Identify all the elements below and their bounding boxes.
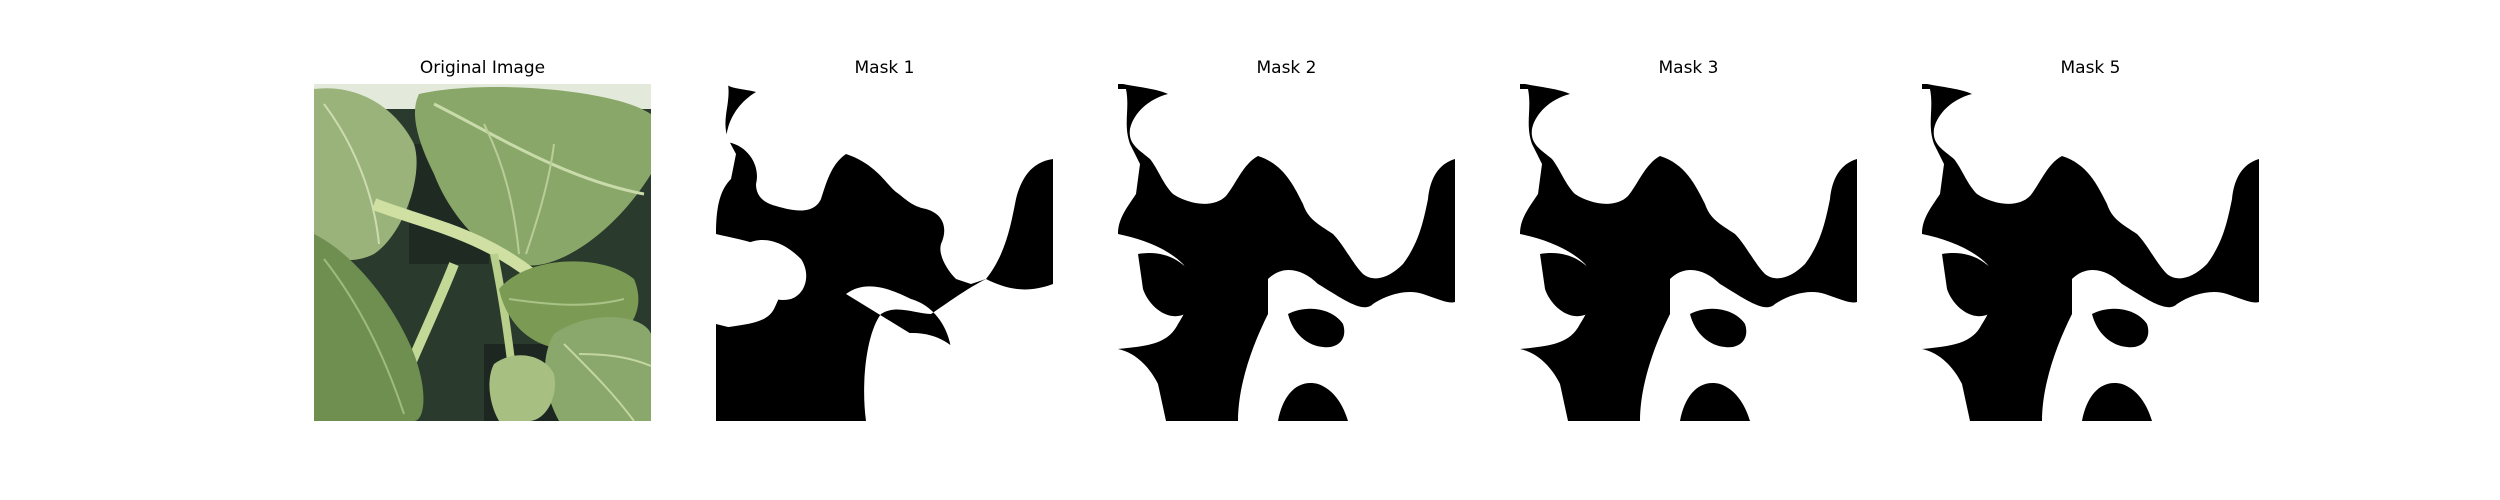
panel-original-image: Original Image [314,57,651,421]
panel-title: Original Image [419,58,546,78]
panel-title: Mask 5 [2060,58,2121,78]
panel-title: Mask 2 [1256,58,1317,78]
mask-1-image [716,84,1053,421]
panel-title: Mask 1 [854,58,915,78]
panel-mask-2: Mask 2 [1118,57,1455,421]
mask-3-image [1520,84,1857,421]
mask-2-image [1118,84,1455,421]
mask-2-shapes [1118,84,1455,421]
panel-mask-1: Mask 1 [716,57,1053,421]
mask-3-shapes [1520,84,1857,421]
mask-1-shapes [716,84,1053,421]
mask-5-image [1922,84,2259,421]
panel-mask-5: Mask 5 [1922,57,2259,421]
leaf-photo-illustration [314,84,651,421]
panel-mask-3: Mask 3 [1520,57,1857,421]
original-photo [314,84,651,421]
mask-5-shapes [1922,84,2259,421]
panel-title: Mask 3 [1658,58,1719,78]
